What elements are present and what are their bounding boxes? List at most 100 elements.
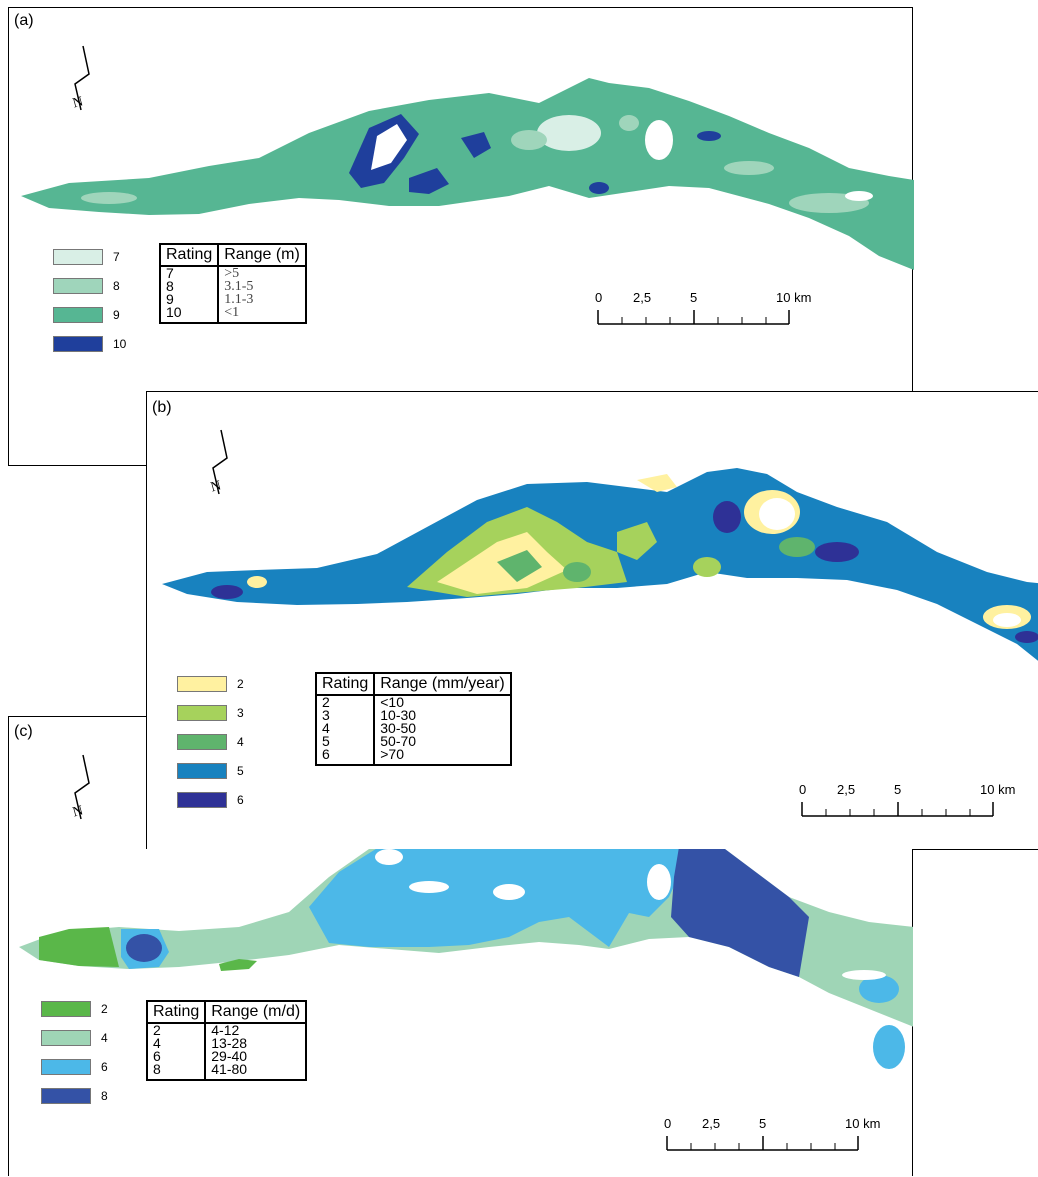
legend-swatch <box>177 705 227 721</box>
table-header-range: Range (m) <box>218 244 306 267</box>
table-cell-rating: 9 <box>160 292 220 306</box>
legend-swatch <box>177 734 227 750</box>
rating-table: Rating Range (mm/year) 2 <10 3 10-30 4 30-5… <box>315 672 512 766</box>
legend-label: 7 <box>113 250 120 264</box>
table-header-rating: Rating <box>147 1001 207 1024</box>
table-cell-range: >5 <box>224 266 240 281</box>
scale-label: 0 <box>595 290 602 305</box>
rating-table: Rating Range (m/d) 2 4-12 4 13-28 6 29-40 8… <box>146 1000 308 1081</box>
scale-label: 2,5 <box>702 1116 720 1131</box>
legend-item: 9 <box>53 306 120 324</box>
legend-swatch <box>41 1088 91 1104</box>
legend-item: 6 <box>41 1058 108 1076</box>
river-map-recharge <box>162 468 1038 661</box>
panel-label: (c) <box>14 723 33 740</box>
table-header-range: Range (mm/year) <box>374 673 511 696</box>
table-header-rating: Rating <box>160 244 220 267</box>
legend-label: 8 <box>113 279 120 293</box>
legend-item: 4 <box>41 1029 108 1047</box>
table-cell-rating: 8 <box>160 279 220 293</box>
rating-table: Rating Range (m) 7 >5 8 3.1-5 9 1.1-3 10 <1 <box>159 243 307 324</box>
legend-item: 4 <box>177 733 244 751</box>
legend-item: 7 <box>53 248 120 266</box>
map-panel-a: (a) N 7 8 9 10 Rating <box>8 7 914 466</box>
table-cell-range: 13-28 <box>211 1035 248 1051</box>
legend-swatch <box>41 1001 91 1017</box>
scale-bar: 0 2,5 5 10 km <box>595 290 811 325</box>
table-cell-rating: 2 <box>147 1023 207 1037</box>
legend-label: 6 <box>101 1060 108 1074</box>
scale-bar: 0 2,5 5 10 km <box>664 1116 880 1151</box>
scale-bar: 0 2,5 5 10 km <box>799 782 1015 817</box>
legend-item: 10 <box>53 335 126 353</box>
table-cell-rating: 5 <box>316 734 376 748</box>
table-cell-range: <10 <box>380 694 404 710</box>
legend-item: 6 <box>177 791 244 809</box>
svg-text:N: N <box>209 478 223 495</box>
table-cell-rating: 8 <box>147 1062 207 1080</box>
legend-item: 3 <box>177 704 244 722</box>
legend-item: 5 <box>177 762 244 780</box>
legend-swatch <box>177 763 227 779</box>
scale-label: 2,5 <box>633 290 651 305</box>
svg-text:N: N <box>71 94 85 111</box>
scale-label: 5 <box>690 290 697 305</box>
legend-label: 9 <box>113 308 120 322</box>
legend-label: 4 <box>237 735 244 749</box>
table-cell-range: >70 <box>380 746 404 762</box>
table-cell-range: <1 <box>224 305 240 320</box>
legend-swatch <box>177 676 227 692</box>
table-cell-range: 50-70 <box>380 733 417 749</box>
legend-label: 4 <box>101 1031 108 1045</box>
table-cell-range: 41-80 <box>211 1061 248 1077</box>
legend-label: 2 <box>237 677 244 691</box>
panel-label: (a) <box>14 12 34 29</box>
north-arrow-icon: N <box>209 429 228 495</box>
table-cell-range: 1.1-3 <box>224 292 254 307</box>
legend-swatch <box>41 1030 91 1046</box>
scale-label: 10 km <box>980 782 1015 797</box>
scale-label: 10 km <box>776 290 811 305</box>
north-arrow-icon: N <box>71 45 90 111</box>
legend-label: 10 <box>113 337 127 351</box>
table-cell-rating: 4 <box>316 721 376 735</box>
scale-label: 5 <box>894 782 901 797</box>
table-cell-range: 4-12 <box>211 1022 240 1038</box>
table-cell-rating: 4 <box>147 1036 207 1050</box>
table-cell-rating: 7 <box>160 266 220 280</box>
panel-label: (b) <box>152 399 172 416</box>
table-cell-range: 29-40 <box>211 1048 248 1064</box>
scale-label: 0 <box>799 782 806 797</box>
table-cell-rating: 2 <box>316 695 376 709</box>
map-panel-b: (b) N 2 3 4 5 <box>146 391 1038 850</box>
scale-label: 10 km <box>845 1116 880 1131</box>
legend-item: 2 <box>177 675 244 693</box>
legend-label: 3 <box>237 706 244 720</box>
river-map-depth <box>21 78 914 270</box>
scale-label: 0 <box>664 1116 671 1131</box>
legend-item: 8 <box>41 1087 108 1105</box>
scale-label: 5 <box>759 1116 766 1131</box>
table-cell-rating: 10 <box>160 305 220 323</box>
legend-swatch <box>53 278 103 294</box>
table-header-range: Range (m/d) <box>205 1001 307 1024</box>
legend-label: 5 <box>237 764 244 778</box>
legend-swatch <box>41 1059 91 1075</box>
table-cell-rating: 6 <box>147 1049 207 1063</box>
table-cell-rating: 3 <box>316 708 376 722</box>
north-arrow-icon: N <box>71 754 90 820</box>
table-cell-range: 3.1-5 <box>224 279 254 294</box>
legend-item: 2 <box>41 1000 108 1018</box>
svg-text:N: N <box>71 803 85 820</box>
legend-swatch <box>53 249 103 265</box>
table-header-rating: Rating <box>316 673 376 696</box>
legend-item: 8 <box>53 277 120 295</box>
scale-label: 2,5 <box>837 782 855 797</box>
legend-label: 6 <box>237 793 244 807</box>
legend-label: 8 <box>101 1089 108 1103</box>
table-cell-range: 10-30 <box>380 707 417 723</box>
legend-swatch <box>53 307 103 323</box>
legend-swatch <box>53 336 103 352</box>
legend-swatch <box>177 792 227 808</box>
table-cell-range: 30-50 <box>380 720 417 736</box>
